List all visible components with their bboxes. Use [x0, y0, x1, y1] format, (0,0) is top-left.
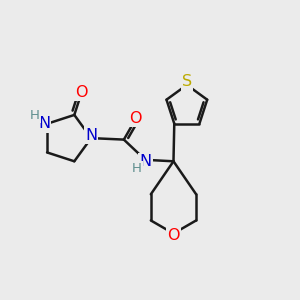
Text: O: O	[129, 111, 141, 126]
Text: O: O	[167, 227, 180, 242]
Text: N: N	[85, 128, 97, 142]
Text: N: N	[140, 154, 152, 169]
Text: H: H	[132, 162, 142, 175]
Text: S: S	[182, 74, 192, 89]
Text: H: H	[30, 109, 40, 122]
Text: O: O	[75, 85, 87, 100]
Text: N: N	[38, 116, 50, 131]
